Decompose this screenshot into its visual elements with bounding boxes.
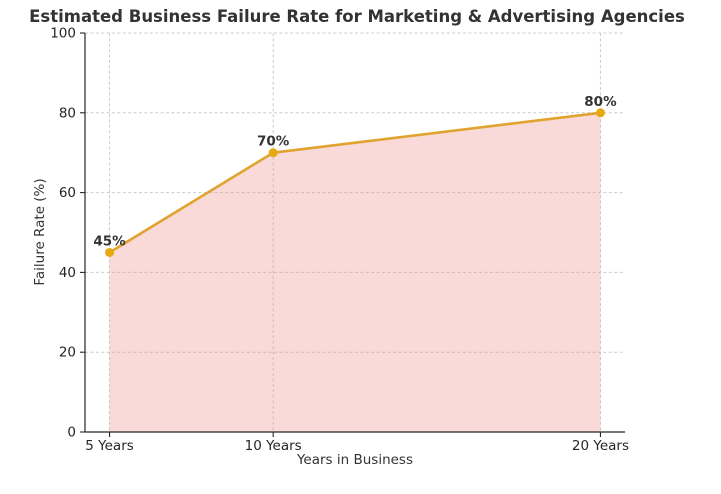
y-tick-label: 100 xyxy=(50,26,76,42)
y-tick-label: 60 xyxy=(59,185,76,201)
data-point-label: 45% xyxy=(93,233,126,249)
x-tick-label: 20 Years xyxy=(572,438,629,454)
y-tick-label: 40 xyxy=(59,265,76,281)
x-axis-label: Years in Business xyxy=(296,452,414,468)
y-tick-label: 20 xyxy=(59,345,76,361)
data-point-label: 70% xyxy=(257,134,290,150)
x-tick-label: 10 Years xyxy=(245,438,302,454)
data-point-marker xyxy=(105,247,115,257)
y-tick-label: 80 xyxy=(59,105,76,121)
area-fill xyxy=(109,112,601,433)
data-point-marker xyxy=(595,108,605,118)
data-point-label: 80% xyxy=(584,94,617,110)
y-tick-label: 0 xyxy=(67,425,76,441)
x-tick-label: 5 Years xyxy=(85,438,134,454)
chart-title: Estimated Business Failure Rate for Mark… xyxy=(29,7,685,26)
data-point-marker xyxy=(268,148,278,158)
